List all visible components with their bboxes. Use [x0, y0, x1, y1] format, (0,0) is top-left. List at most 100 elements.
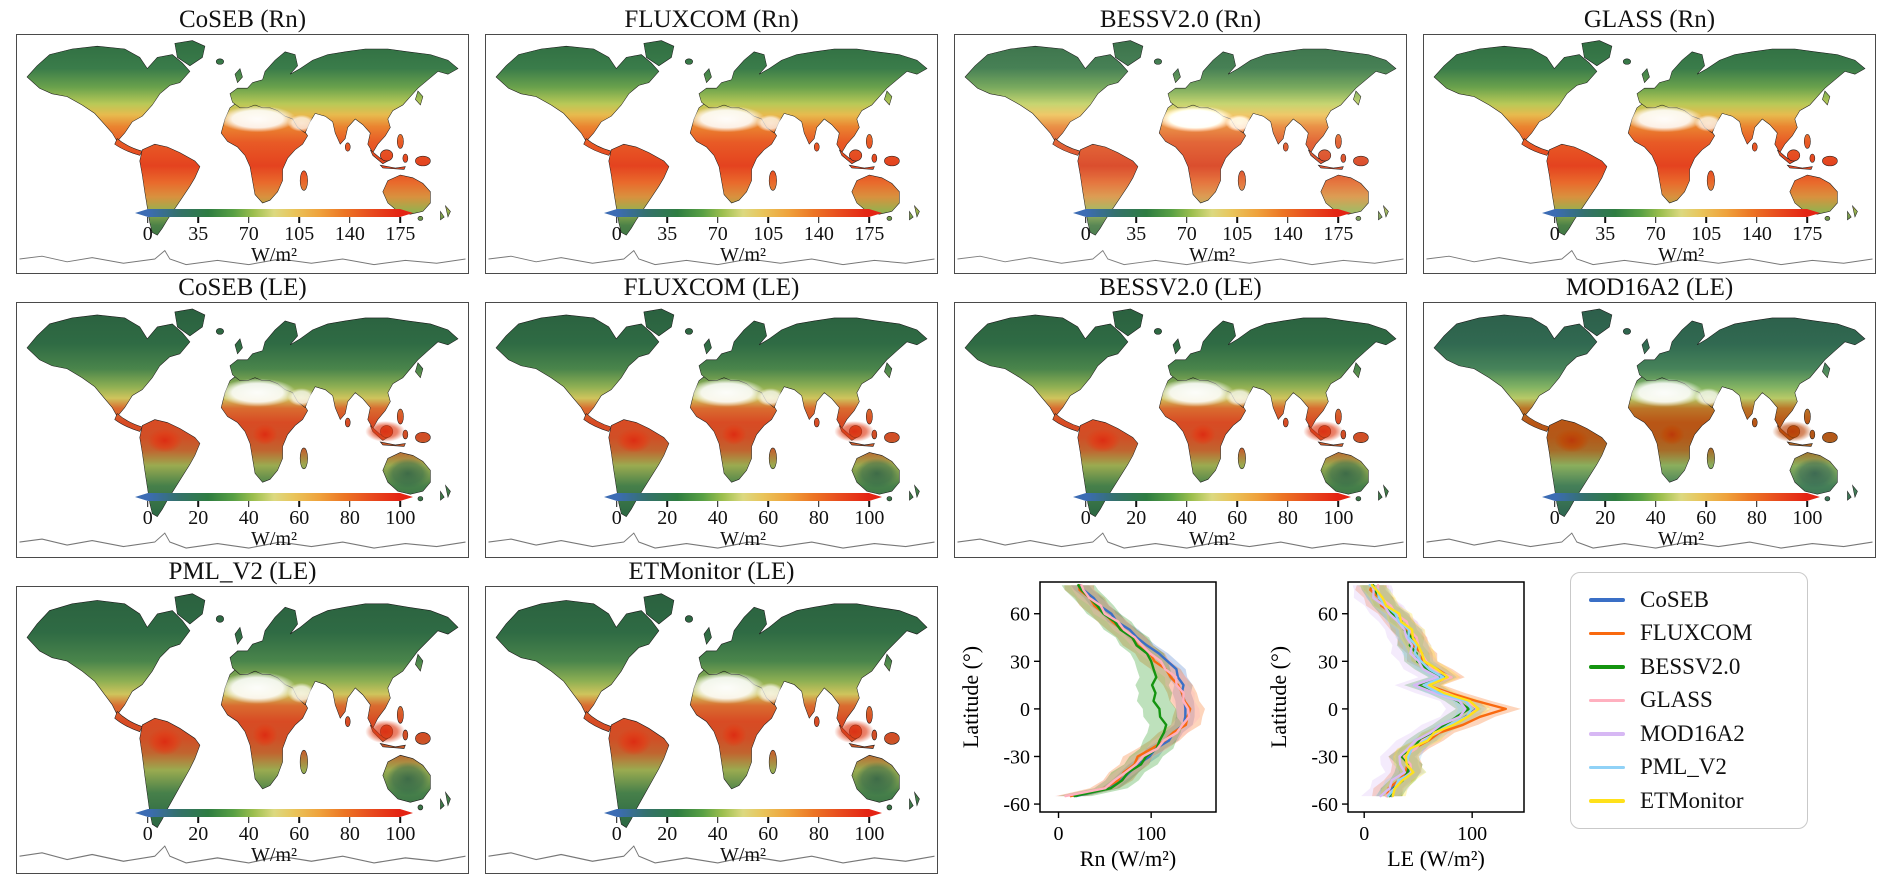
colorbar-tick-label: 20 [188, 507, 209, 529]
colorbar-tick [717, 501, 719, 507]
le-maps-row: CoSEB (LE) 0 20 40 60 80 100 [0, 274, 1892, 558]
legend-item: GLASS [1589, 684, 1789, 718]
colorbar-tick [1337, 501, 1340, 507]
colorbar-tick [146, 217, 149, 223]
colorbar-tick [1604, 501, 1607, 507]
colorbar-tickmarks [1553, 501, 1809, 507]
world-map-svg [19, 308, 466, 549]
colorbar-tick [1655, 217, 1657, 223]
colorbar-tick-labels: 0 35 70 105 140 175 [143, 223, 416, 245]
svg-text:60: 60 [1318, 604, 1338, 626]
legend-label: ETMonitor [1640, 787, 1744, 813]
colorbar-tick-label: 100 [385, 507, 416, 529]
colorbar-tick [1236, 217, 1239, 223]
legend-label: PML_V2 [1640, 754, 1727, 780]
colorbar-tick [767, 501, 770, 507]
map-title: CoSEB (LE) [178, 274, 307, 301]
colorbar-tick [349, 501, 351, 507]
colorbar-tick [146, 817, 149, 823]
world-map [1424, 303, 1875, 557]
svg-text:100: 100 [1136, 823, 1166, 845]
colorbar-tick-label: 140 [1741, 223, 1772, 245]
map-panel: CoSEB (Rn) 0 35 70 105 140 175 W/m² [16, 6, 469, 274]
world-map-svg [488, 308, 935, 549]
world-map [955, 35, 1406, 273]
world-map [486, 587, 937, 873]
world-map [486, 303, 937, 557]
colorbar-tick-labels: 0 20 40 60 80 100 [143, 823, 416, 845]
colorbar-tickmarks [615, 817, 871, 823]
world-map [17, 587, 468, 873]
world-map-svg [488, 593, 935, 864]
colorbar: 0 35 70 105 140 175 W/m² [1541, 208, 1822, 265]
legend-label: BESSV2.0 [1640, 653, 1741, 679]
colorbar-tick [146, 501, 149, 507]
colorbar-tick-label: 175 [854, 223, 885, 245]
colorbar-tick-label: 105 [753, 223, 784, 245]
colorbar-tick-label: 0 [1080, 507, 1091, 529]
colorbar-tick-label: 40 [1645, 507, 1666, 529]
colorbar-tick-label: 20 [188, 823, 209, 845]
colorbar-tick [1705, 501, 1708, 507]
colorbar-tickmarks [1084, 501, 1340, 507]
colorbar-tick-label: 175 [1792, 223, 1823, 245]
colorbar-tick-label: 105 [284, 223, 315, 245]
colorbar-tick-label: 40 [707, 507, 728, 529]
colorbar-tick [1806, 501, 1809, 507]
world-map-svg [957, 308, 1404, 549]
colorbar-tick-label: 60 [758, 823, 779, 845]
colorbar-tick [1553, 501, 1556, 507]
colorbar-tick-label: 105 [1222, 223, 1253, 245]
map-title: GLASS (Rn) [1583, 6, 1716, 33]
svg-text:30: 30 [1318, 651, 1338, 673]
colorbar: 0 20 40 60 80 100 W/m² [134, 492, 415, 549]
colorbar-tickmarks [146, 217, 402, 223]
le-latitude-profile-chart: 60 30 0 -30 -60 0 100 Latitude (°) LE (W… [1262, 558, 1554, 874]
colorbar-unit: W/m² [1189, 244, 1236, 266]
map-panel: ETMonitor (LE) 0 20 40 60 80 10 [485, 558, 938, 874]
colorbar-tickmarks [615, 501, 871, 507]
colorbar-tick-label: 60 [1227, 507, 1248, 529]
colorbar-tick [248, 817, 250, 823]
map-title: FLUXCOM (LE) [623, 274, 800, 301]
map-frame: 0 20 40 60 80 100 W/m² [485, 586, 938, 874]
profile-ylabel: Latitude (°) [1266, 646, 1291, 748]
colorbar-tick-label: 60 [1696, 507, 1717, 529]
colorbar-tick-label: 0 [611, 823, 622, 845]
colorbar-tick-label: 140 [334, 223, 365, 245]
colorbar-tick [399, 501, 402, 507]
colorbar-tick-label: 40 [1176, 507, 1197, 529]
colorbar-tick [868, 501, 871, 507]
world-map [486, 35, 937, 273]
colorbar-gradient [1072, 208, 1351, 217]
world-map [17, 35, 468, 273]
rn-latitude-profile-chart: 60 30 0 -30 -60 0 100 Latitude (°) Rn (W… [954, 558, 1246, 874]
map-frame: 0 20 40 60 80 100 W/m² [485, 302, 938, 558]
colorbar-tick [1084, 217, 1087, 223]
colorbar-tick-label: 40 [238, 823, 259, 845]
map-panel: MOD16A2 (LE) 0 20 40 60 80 100 [1423, 274, 1876, 558]
legend-item: ETMonitor [1589, 784, 1789, 818]
colorbar-tick [248, 217, 250, 223]
colorbar-tick-label: 20 [1126, 507, 1147, 529]
colorbar-tick [399, 817, 402, 823]
map-title: MOD16A2 (LE) [1565, 274, 1734, 301]
colorbar-tick-label: 0 [1549, 507, 1560, 529]
map-title: CoSEB (Rn) [178, 6, 307, 33]
legend-line-swatch [1589, 698, 1625, 702]
colorbar-tick [1135, 217, 1138, 223]
world-map [1424, 35, 1875, 273]
colorbar-tick-label: 140 [803, 223, 834, 245]
colorbar-tick-labels: 0 20 40 60 80 100 [612, 507, 885, 529]
colorbar-tick-label: 60 [289, 823, 310, 845]
colorbar-tick-label: 0 [1549, 223, 1560, 245]
colorbar-tick-label: 35 [657, 223, 678, 245]
legend-item: MOD16A2 [1589, 717, 1789, 751]
colorbar-tick [767, 817, 770, 823]
colorbar-tick-label: 0 [611, 507, 622, 529]
colorbar-tick [349, 217, 351, 223]
legend-item: CoSEB [1589, 583, 1789, 617]
legend-label: FLUXCOM [1640, 620, 1753, 646]
legend-item: PML_V2 [1589, 751, 1789, 785]
colorbar: 0 35 70 105 140 175 W/m² [134, 208, 416, 265]
